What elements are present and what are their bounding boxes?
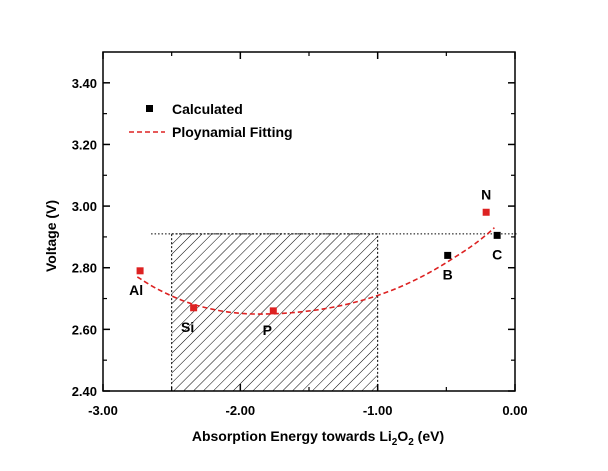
y-tick-label: 3.00 [72, 199, 97, 214]
data-point-si [190, 304, 198, 312]
points-layer: Al Si P B N C [129, 186, 502, 338]
x-axis-title-part-2: O [397, 428, 408, 444]
x-tick-label: -3.00 [88, 403, 118, 418]
y-tick-label: 2.40 [72, 384, 97, 399]
fit-curve [136, 227, 495, 315]
y-tick-label: 2.60 [72, 322, 97, 337]
x-axis-title-part-1: Absorption Energy towards Li [192, 428, 392, 444]
point-label-c: C [492, 246, 502, 262]
data-point-al [136, 267, 144, 275]
y-tick-label: 3.40 [72, 76, 97, 91]
data-point-c [493, 231, 501, 239]
point-label-n: N [481, 186, 491, 202]
x-axis-title: Absorption Energy towards Li2O2 (eV) [192, 428, 444, 448]
data-point-n [482, 208, 490, 216]
x-axis-title-sub-1: 2 [392, 437, 398, 448]
data-point-b [444, 251, 452, 259]
y-axis-title: Voltage (V) [43, 200, 59, 272]
point-label-p: P [263, 322, 272, 338]
legend: Calculated Ploynamial Fitting [129, 101, 293, 140]
x-axis-title-sub-2: 2 [408, 437, 414, 448]
data-point-p [269, 307, 277, 315]
point-label-si: Si [181, 319, 194, 335]
x-axis-title-part-3: (eV) [414, 428, 444, 444]
x-tick-label: -1.00 [363, 403, 393, 418]
legend-calculated-marker [146, 105, 153, 112]
legend-calculated-label: Calculated [172, 101, 243, 117]
legend-fit-label: Ploynamial Fitting [172, 124, 293, 140]
point-label-b: B [443, 266, 453, 282]
fit-curve-layer [136, 227, 495, 315]
y-tick-label: 3.20 [72, 137, 97, 152]
x-tick-label: 0.00 [502, 403, 527, 418]
point-label-al: Al [129, 282, 143, 298]
axes-layer: -3.00 -2.00 -1.00 0.00 2.40 2.60 2.80 3.00 3.20 3… [72, 51, 528, 418]
y-tick-label: 2.80 [72, 261, 97, 276]
x-tick-label: -2.00 [226, 403, 256, 418]
